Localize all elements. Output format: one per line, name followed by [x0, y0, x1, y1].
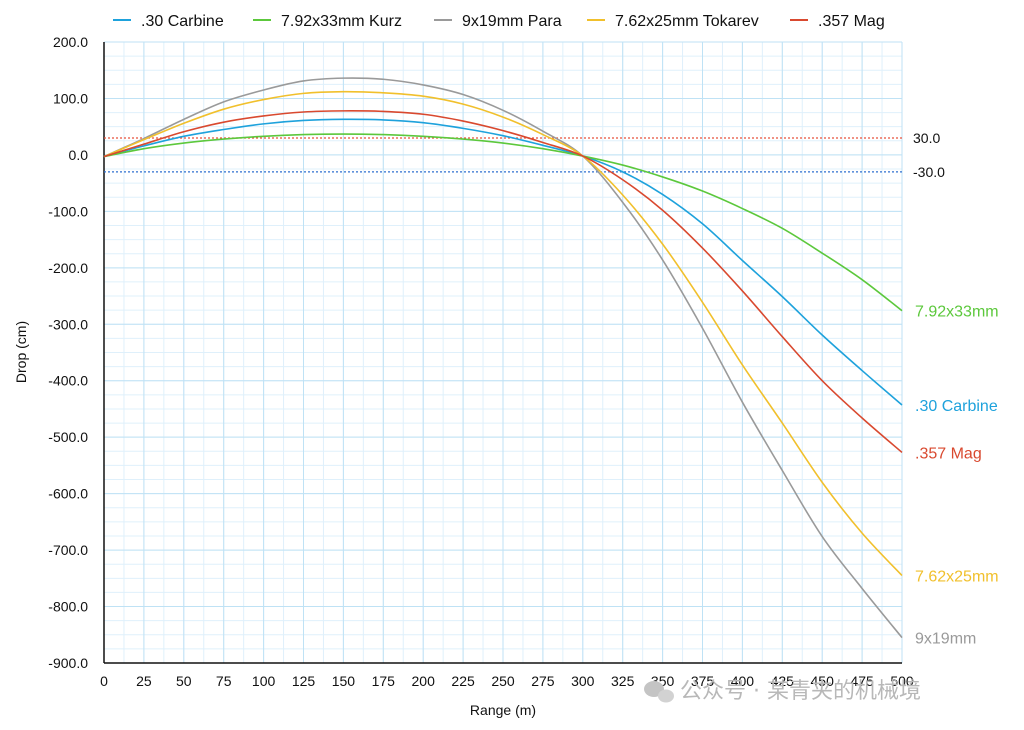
y-tick-label: 100.0 [53, 90, 88, 106]
series-line [103, 118, 903, 406]
x-tick-label: 125 [292, 673, 316, 689]
x-tick-label: 325 [611, 673, 635, 689]
series-end-label: .357 Mag [915, 445, 982, 462]
y-tick-label: 200.0 [53, 34, 88, 50]
x-tick-label: 50 [176, 673, 192, 689]
tick-labels: 0 25 50 75 100 125 150 175 200 225 250 275 300 325 350… [48, 34, 914, 689]
x-tick-label: 375 [691, 673, 715, 689]
y-tick-label: 0.0 [69, 147, 89, 163]
x-tick-label: 200 [412, 673, 436, 689]
x-tick-label: 425 [771, 673, 795, 689]
legend-label: 7.62x25mm Tokarev [615, 13, 759, 30]
x-tick-label: 25 [136, 673, 152, 689]
y-tick-label: -300.0 [48, 316, 88, 332]
legend: .30 Carbine 7.92x33mm Kurz 9x19mm Para 7.62… [113, 13, 885, 30]
x-tick-label: 250 [491, 673, 515, 689]
x-tick-label: 175 [372, 673, 396, 689]
y-tick-label: -500.0 [48, 429, 88, 445]
series-end-label: 7.62x25mm [915, 568, 999, 585]
y-axis-title: Drop (cm) [13, 321, 29, 383]
y-tick-label: -900.0 [48, 655, 88, 671]
y-tick-label: -600.0 [48, 486, 88, 502]
watermark: 公众号 · 某青夹的机械境 [644, 679, 921, 704]
series-lines [103, 77, 903, 639]
x-tick-label: 100 [252, 673, 276, 689]
series-line [103, 110, 903, 454]
y-tick-label: -100.0 [48, 203, 88, 219]
y-tick-label: -800.0 [48, 599, 88, 615]
wechat-icon [644, 681, 674, 703]
x-tick-label: 500 [890, 673, 914, 689]
x-tick-label: 150 [332, 673, 356, 689]
x-tick-label: 225 [451, 673, 475, 689]
series-line [103, 77, 903, 639]
series-line [103, 90, 903, 577]
reference-line-label: 30.0 [913, 130, 940, 146]
x-axis-title: Range (m) [470, 702, 536, 718]
y-tick-label: -400.0 [48, 373, 88, 389]
legend-label: .30 Carbine [141, 13, 224, 30]
end-labels: .30 Carbine 7.92x33mm 9x19mm 7.62x25mm .357 … [915, 304, 999, 648]
reference-line-label: -30.0 [913, 164, 945, 180]
y-tick-label: -700.0 [48, 542, 88, 558]
watermark-text: 公众号 · 某青夹的机械境 [680, 679, 921, 704]
series-line [103, 133, 903, 312]
x-tick-label: 450 [811, 673, 835, 689]
legend-label: 9x19mm Para [462, 13, 562, 30]
x-tick-label: 400 [731, 673, 755, 689]
series-end-label: .30 Carbine [915, 398, 998, 415]
x-tick-label: 275 [531, 673, 555, 689]
legend-label: 7.92x33mm Kurz [281, 13, 402, 30]
x-tick-label: 300 [571, 673, 595, 689]
x-tick-label: 475 [850, 673, 874, 689]
series-end-label: 7.92x33mm [915, 304, 999, 321]
x-tick-label: 75 [216, 673, 232, 689]
x-tick-label: 0 [100, 673, 108, 689]
legend-label: .357 Mag [818, 13, 885, 30]
chart-grid [103, 41, 903, 664]
chart-axes [103, 42, 902, 664]
series-end-label: 9x19mm [915, 631, 976, 648]
y-tick-label: -200.0 [48, 260, 88, 276]
